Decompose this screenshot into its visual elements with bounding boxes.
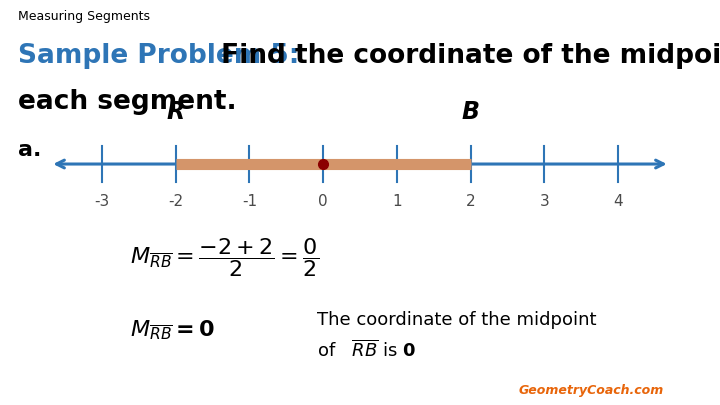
Text: Measuring Segments: Measuring Segments: [18, 10, 150, 23]
Text: Sample Problem 5:: Sample Problem 5:: [18, 43, 300, 68]
Text: -1: -1: [242, 194, 257, 209]
Text: R: R: [166, 100, 185, 124]
Text: $\boldsymbol{M_{\overline{RB}} = 0}$: $\boldsymbol{M_{\overline{RB}} = 0}$: [130, 318, 215, 342]
Text: B: B: [462, 100, 480, 124]
Text: 2: 2: [466, 194, 475, 209]
Text: -3: -3: [94, 194, 109, 209]
Text: 0: 0: [318, 194, 328, 209]
Text: Find the coordinate of the midpoint of: Find the coordinate of the midpoint of: [212, 43, 720, 68]
Text: GeometryCoach.com: GeometryCoach.com: [518, 384, 664, 397]
Text: 1: 1: [392, 194, 402, 209]
Text: $\boldsymbol{M_{\overline{RB}}} = \dfrac{-2 + 2}{2} = \dfrac{0}{2}$: $\boldsymbol{M_{\overline{RB}}} = \dfrac…: [130, 236, 319, 279]
Text: The coordinate of the midpoint: The coordinate of the midpoint: [317, 311, 596, 329]
Text: 4: 4: [613, 194, 623, 209]
Text: a.: a.: [18, 140, 41, 160]
Text: -2: -2: [168, 194, 184, 209]
Text: of   $\overline{\mathit{RB}}$ is $\mathbf{0}$: of $\overline{\mathit{RB}}$ is $\mathbf{…: [317, 339, 415, 361]
Text: each segment.: each segment.: [18, 89, 237, 115]
Text: 3: 3: [539, 194, 549, 209]
